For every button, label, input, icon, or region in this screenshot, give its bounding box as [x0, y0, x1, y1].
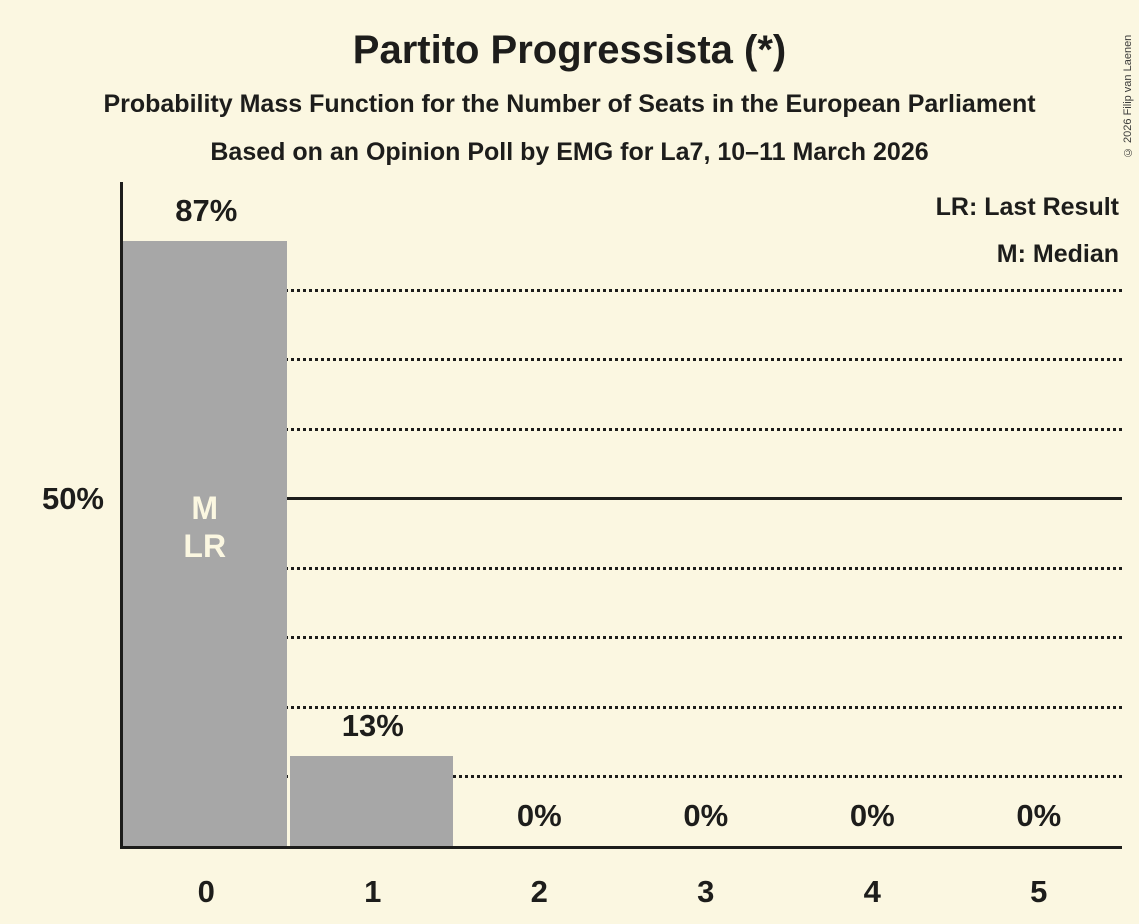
legend: LR: Last Result M: Median: [936, 184, 1119, 278]
bar-value-label-seats-0: 87%: [175, 193, 238, 229]
x-axis-tick-label-3: 3: [697, 874, 715, 909]
legend-entry-last-result: LR: Last Result: [935, 193, 1119, 221]
chart-subtitle-line1: Probability Mass Function for the Number…: [103, 90, 1036, 118]
bar-value-label-seats-4: 0%: [849, 798, 895, 833]
gridline-50pct-solid: [123, 497, 1122, 500]
chart-area: 87% 13% 0% 0% 0% 0% M LR 0 1 2 3 4 5: [120, 182, 1122, 909]
bar-value-label-seats-5: 0%: [1016, 798, 1062, 833]
gridline-20pct: [123, 705, 1122, 709]
annotation-line-lr: LR: [183, 528, 227, 564]
gridline-10pct: [123, 775, 1122, 778]
chart-subtitle-line2: Based on an Opinion Poll by EMG for La7,…: [210, 138, 929, 166]
gridline-70pct: [123, 358, 1122, 361]
gridline-40pct: [123, 566, 1122, 570]
bar-value-label-seats-2: 0%: [516, 798, 562, 833]
bar-annotation-median-last-result: M LR: [123, 489, 287, 565]
gridline-60pct: [123, 427, 1122, 431]
gridline-30pct: [123, 636, 1122, 639]
chart-title: Partito Progressista (*): [352, 28, 787, 72]
y-axis-label-50pct: 50%: [41, 480, 104, 516]
bar-value-label-seats-1: 13%: [341, 707, 404, 743]
x-axis-tick-label-5: 5: [1030, 874, 1048, 909]
x-axis-tick-label-4: 4: [863, 874, 881, 909]
bar-seats-0: [123, 241, 287, 846]
x-axis-tick-label-2: 2: [530, 874, 548, 909]
bar-seats-1: [289, 755, 453, 846]
bar-value-label-seats-3: 0%: [683, 798, 729, 833]
copyright-notice: © 2026 Filip van Laenen: [1122, 34, 1134, 158]
legend-entry-median: M: Median: [996, 240, 1119, 268]
annotation-line-m: M: [191, 490, 219, 526]
x-axis-tick-label-0: 0: [197, 874, 215, 909]
x-axis-tick-label-1: 1: [364, 874, 382, 909]
gridline-80pct: [123, 288, 1122, 292]
